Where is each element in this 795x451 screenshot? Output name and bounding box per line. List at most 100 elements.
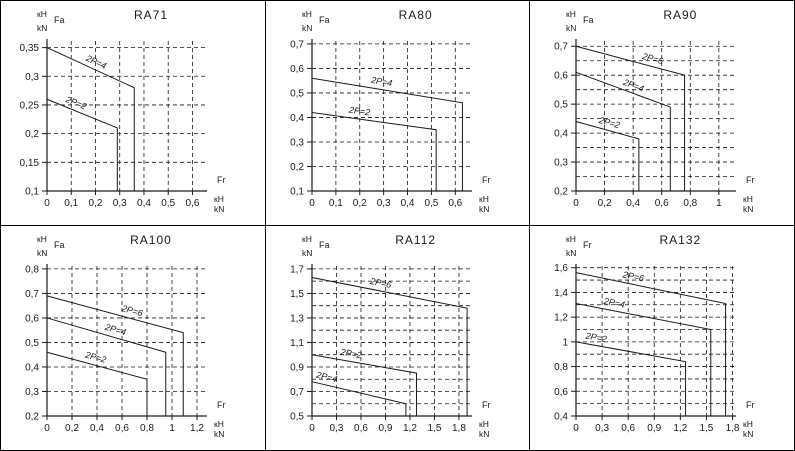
chart-canvas-ra80: 0 0,1 0,2 0,3 0,4 0,5 0,6 0,7 0,6 0,5 0,4 0,3 0,2 0,1…	[290, 9, 490, 214]
y-tick-label: 0,9	[290, 362, 304, 373]
x-tick-label: 0,5	[161, 198, 175, 209]
y-tick-label: 0,5	[25, 338, 39, 349]
chart-canvas-ra90: 0 0,2 0,4 0,6 0,8 10,70,60,50,40,30,2кНFakNFr…	[554, 9, 754, 214]
chart-title-ra112: RA112	[395, 233, 437, 247]
y-tick-label: 0,7	[290, 39, 304, 50]
x-unit-kn-label: kN	[214, 429, 224, 439]
y-tick-label: 0,2	[554, 187, 568, 198]
series-curve	[46, 47, 135, 191]
chart-panel-ra100: RA100 0 0,2 0,4 0,6 0,8 1 1,2 0,8 0,7 0,6 0,5 0,4 0,…	[1, 226, 265, 450]
x-tick-label: 0,6	[354, 423, 368, 434]
x-tick-label: 1,2	[674, 423, 688, 434]
series-curve	[576, 341, 687, 416]
x-unit-kn-label: kN	[479, 204, 489, 214]
x-tick-label: 0,2	[65, 423, 79, 434]
x-unit-kh-label: кН	[479, 419, 489, 429]
y-tick-label: 0,3	[290, 137, 304, 148]
y-tick-label: 0,8	[554, 362, 568, 373]
y-tick-label: 0,3	[25, 72, 39, 83]
x-unit-kh-label: кН	[214, 194, 224, 204]
y-tick-label: 1,6	[554, 263, 568, 274]
y-tick-label: 1,4	[554, 288, 568, 299]
x-axis-force-label: Fr	[482, 400, 491, 410]
y-tick-label: 0,1	[290, 187, 304, 198]
x-tick-label: 1	[169, 423, 175, 434]
x-tick-label: 0,5	[424, 198, 438, 209]
x-tick-label: 0,3	[376, 198, 390, 209]
y-unit-kh-label: кН	[37, 9, 47, 19]
series-curve	[46, 351, 148, 416]
x-tick-label: 0,9	[378, 423, 392, 434]
series-curve	[311, 381, 407, 416]
x-tick-label: 0,6	[622, 423, 636, 434]
chart-title-ra132: RA132	[659, 233, 702, 247]
x-axis-force-label: Fr	[217, 400, 226, 410]
x-unit-kn-label: kN	[743, 204, 753, 214]
y-tick-label: 0,8	[25, 264, 39, 275]
x-tick-label: 0,6	[448, 198, 462, 209]
y-tick-label: 0,5	[290, 412, 304, 423]
x-tick-label: 0,1	[329, 198, 343, 209]
x-unit-kn-label: kN	[214, 204, 224, 214]
series-curve	[311, 112, 437, 191]
chart-title-ra80: RA80	[398, 8, 433, 22]
x-tick-label: 0,6	[186, 198, 200, 209]
series-curve	[311, 276, 468, 416]
y-unit-kn-label: kN	[566, 248, 576, 258]
y-axis-force-label: Fa	[319, 240, 330, 250]
series-label: 2P=6	[621, 269, 645, 283]
chart-canvas-ra71: 0 0,1 0,2 0,3 0,4 0,5 0,6 0,35 0,3 0,25 0,2 0,15 0,1…	[20, 9, 226, 214]
x-tick-label: 0,2	[89, 198, 103, 209]
series-label: 2P=2	[339, 347, 363, 361]
y-tick-label: 0,5	[290, 88, 304, 99]
series-label: 2P=6	[368, 276, 392, 290]
chart-panel-ra132: RA132 0 0,3 0,6 0,9 1,2 1,5 1,8 1,6 1,4 1,2 1 0,8 0,…	[530, 226, 794, 450]
series-label: 2P=4	[369, 75, 393, 88]
x-tick-label: 0,6	[115, 423, 129, 434]
y-unit-kn-label: kN	[37, 23, 47, 33]
x-tick-label: 0	[309, 423, 315, 434]
x-tick-label: 1	[716, 198, 722, 209]
x-tick-label: 0,6	[655, 198, 669, 209]
x-tick-label: 0	[44, 423, 50, 434]
y-tick-label: 1	[563, 337, 569, 348]
chart-panel-ra80: RA80 0 0,1 0,2 0,3 0,4 0,5 0,6 0,7 0,6 0,5 0,4 0,3 0…	[265, 1, 530, 225]
x-tick-label: 1,8	[726, 423, 740, 434]
y-unit-kh-label: кН	[566, 234, 576, 244]
x-tick-label: 0,8	[684, 198, 698, 209]
y-tick-label: 0,25	[20, 100, 40, 111]
y-unit-kn-label: kN	[37, 248, 47, 258]
series-label: 2P=4	[84, 53, 108, 71]
y-unit-kn-label: kN	[302, 23, 312, 33]
x-unit-kh-label: кН	[743, 194, 753, 204]
x-tick-label: 0,4	[627, 198, 641, 209]
x-tick-label: 0,3	[329, 423, 343, 434]
y-tick-label: 1,1	[290, 338, 304, 349]
y-unit-kn-label: kN	[566, 23, 576, 33]
chart-panel-ra112: RA112 0 0,3 0,6 0,9 1,2 1,5 1,8 1,7 1,5 1,3 1,1 0,9…	[265, 226, 530, 450]
x-tick-label: 0	[574, 198, 580, 209]
y-tick-label: 0,7	[554, 42, 568, 53]
x-tick-label: 0,4	[137, 198, 151, 209]
x-tick-label: 0	[574, 423, 580, 434]
series-curve	[576, 121, 640, 191]
x-tick-label: 1,8	[452, 423, 466, 434]
x-tick-label: 1,2	[190, 423, 204, 434]
series-label: 2P=2	[584, 330, 608, 344]
chart-canvas-ra100: 0 0,2 0,4 0,6 0,8 1 1,2 0,8 0,7 0,6 0,5 0,4 0,3 0,2 кН…	[25, 234, 226, 439]
series-curve	[46, 295, 184, 416]
chart-title-ra90: RA90	[663, 8, 698, 22]
chart-panel-ra71: RA71 0 0,1 0,2 0,3 0,4 0,5 0,6 0,35 0,3 0,25 0,2 0,…	[1, 1, 265, 225]
y-tick-label: 0,7	[290, 387, 304, 398]
series-curve	[576, 303, 712, 416]
series-label: 2P=2	[347, 105, 370, 118]
x-unit-kh-label: кН	[479, 194, 489, 204]
x-tick-label: 0,2	[352, 198, 366, 209]
x-tick-label: 1,2	[403, 423, 417, 434]
y-unit-kh-label: кН	[566, 9, 576, 19]
y-tick-label: 0,6	[554, 71, 568, 82]
x-tick-label: 1,5	[427, 423, 441, 434]
y-tick-label: 0,5	[554, 100, 568, 111]
chart-title-ra71: RA71	[133, 8, 169, 22]
